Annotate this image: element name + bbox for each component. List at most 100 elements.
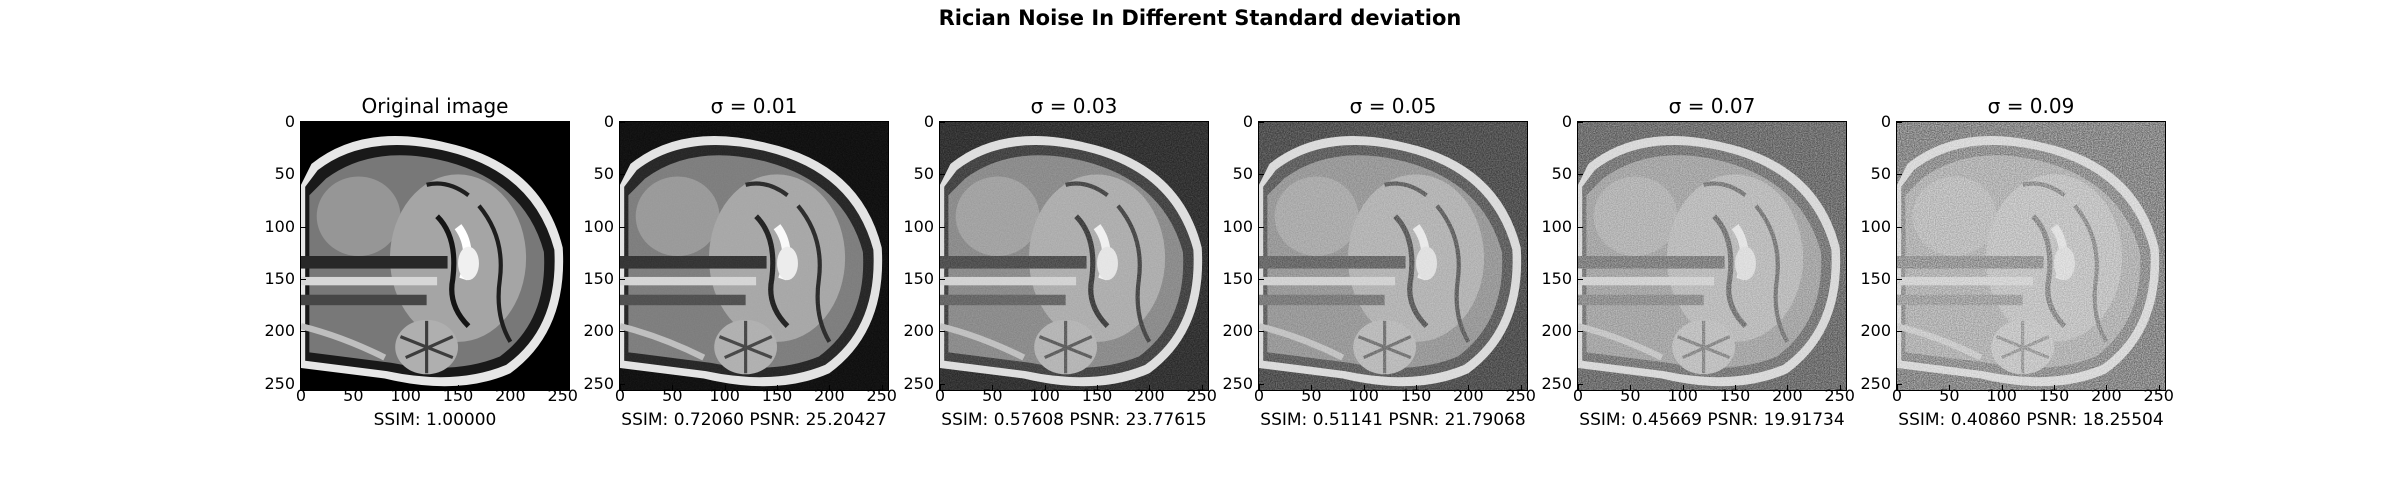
x-tick-label: 0 (934, 386, 946, 405)
y-tick-mark (1578, 122, 1583, 123)
x-tick-mark (510, 385, 512, 390)
y-tick-label: 50 (1232, 164, 1253, 184)
y-tick-mark (1259, 226, 1264, 228)
x-tick-mark (353, 385, 355, 390)
x-tick-label: 150 (442, 386, 474, 405)
x-tick-mark (1044, 385, 1046, 390)
x-tick-mark (724, 385, 726, 390)
y-tick-label: 250 (1541, 373, 1572, 393)
y-tick-label: 200 (1860, 321, 1891, 341)
panel-title: σ = 0.05 (1349, 94, 1437, 118)
x-tick-mark (1259, 385, 1260, 390)
x-tick-mark (2106, 385, 2108, 390)
x-tick-mark (2158, 385, 2160, 390)
mri-image (1259, 122, 1527, 390)
x-tick-label: 50 (662, 386, 683, 405)
image-frame (619, 121, 889, 391)
x-tick-label: 250 (866, 386, 897, 405)
y-tick-label: 50 (274, 164, 295, 184)
x-tick-label: 0 (1253, 386, 1265, 405)
y-tick-mark (940, 226, 945, 228)
x-tick-mark (2001, 385, 2003, 390)
x-tick-label: 250 (1824, 386, 1855, 405)
mri-image (301, 122, 569, 390)
x-tick-mark (777, 385, 779, 390)
y-tick-label: 250 (1860, 373, 1891, 393)
x-tick-label: 100 (1348, 386, 1379, 405)
y-tick-mark (1259, 122, 1264, 123)
x-tick-mark (1311, 385, 1313, 390)
y-tick-mark (1578, 174, 1583, 176)
x-tick-label: 100 (1986, 386, 2017, 405)
y-tick-label: 200 (903, 321, 934, 341)
y-tick-mark (301, 174, 306, 176)
x-tick-label: 100 (1029, 386, 1060, 405)
y-tick-mark (1578, 383, 1583, 385)
y-tick-mark (1897, 279, 1902, 281)
y-tick-label: 200 (1541, 321, 1572, 341)
x-tick-mark (1201, 385, 1203, 390)
y-tick-label: 200 (583, 321, 614, 341)
y-tick-label: 0 (603, 112, 614, 131)
metrics-label: SSIM: 0.57608 PSNR: 23.77615 (941, 410, 1207, 430)
y-tick-label: 150 (1222, 269, 1253, 289)
x-tick-label: 200 (1453, 386, 1484, 405)
y-tick-label: 150 (903, 269, 934, 289)
y-tick-mark (1259, 174, 1264, 176)
x-tick-label: 0 (295, 386, 307, 405)
x-tick-label: 200 (814, 386, 845, 405)
x-tick-label: 200 (1772, 386, 1803, 405)
y-tick-label: 50 (593, 164, 614, 184)
x-tick-mark (1630, 385, 1632, 390)
y-tick-label: 150 (1860, 269, 1891, 289)
y-tick-mark (301, 279, 306, 281)
x-tick-mark (2054, 385, 2056, 390)
x-tick-mark (301, 385, 302, 390)
image-frame (1577, 121, 1847, 391)
y-tick-label: 0 (923, 112, 934, 131)
mri-image (1578, 122, 1846, 390)
x-tick-label: 150 (761, 386, 793, 405)
y-tick-label: 50 (913, 164, 934, 184)
y-tick-mark (620, 226, 625, 228)
x-tick-label: 100 (709, 386, 740, 405)
y-tick-label: 50 (1870, 164, 1891, 184)
y-tick-label: 100 (1541, 216, 1572, 236)
y-tick-label: 100 (903, 216, 934, 236)
image-frame (1258, 121, 1528, 391)
x-tick-mark (1149, 385, 1151, 390)
x-tick-mark (940, 385, 941, 390)
x-tick-mark (1682, 385, 1684, 390)
x-tick-label: 0 (1891, 386, 1903, 405)
x-tick-mark (1897, 385, 1898, 390)
y-tick-label: 200 (1222, 321, 1253, 341)
y-tick-mark (1897, 174, 1902, 176)
x-tick-label: 150 (2038, 386, 2070, 405)
y-tick-label: 0 (1880, 112, 1891, 131)
x-tick-label: 50 (1301, 386, 1322, 405)
x-tick-label: 150 (1081, 386, 1113, 405)
x-tick-mark (1949, 385, 1951, 390)
y-tick-mark (1897, 226, 1902, 228)
x-tick-mark (1787, 385, 1789, 390)
y-tick-label: 0 (1242, 112, 1253, 131)
y-tick-mark (1897, 383, 1902, 385)
y-tick-label: 150 (1541, 269, 1572, 289)
panel-title: σ = 0.03 (1030, 94, 1118, 118)
y-tick-label: 250 (1222, 373, 1253, 393)
y-tick-mark (940, 383, 945, 385)
y-tick-mark (1578, 226, 1583, 228)
y-tick-mark (1259, 279, 1264, 281)
x-tick-label: 250 (1186, 386, 1217, 405)
x-tick-label: 250 (547, 386, 578, 405)
panel-title: σ = 0.01 (710, 94, 798, 118)
image-frame (939, 121, 1209, 391)
y-tick-mark (301, 226, 306, 228)
x-tick-mark (1363, 385, 1365, 390)
y-tick-mark (620, 279, 625, 281)
x-tick-mark (562, 385, 564, 390)
y-tick-mark (301, 383, 306, 385)
x-tick-label: 150 (1400, 386, 1432, 405)
x-tick-label: 200 (495, 386, 526, 405)
x-tick-label: 50 (982, 386, 1003, 405)
